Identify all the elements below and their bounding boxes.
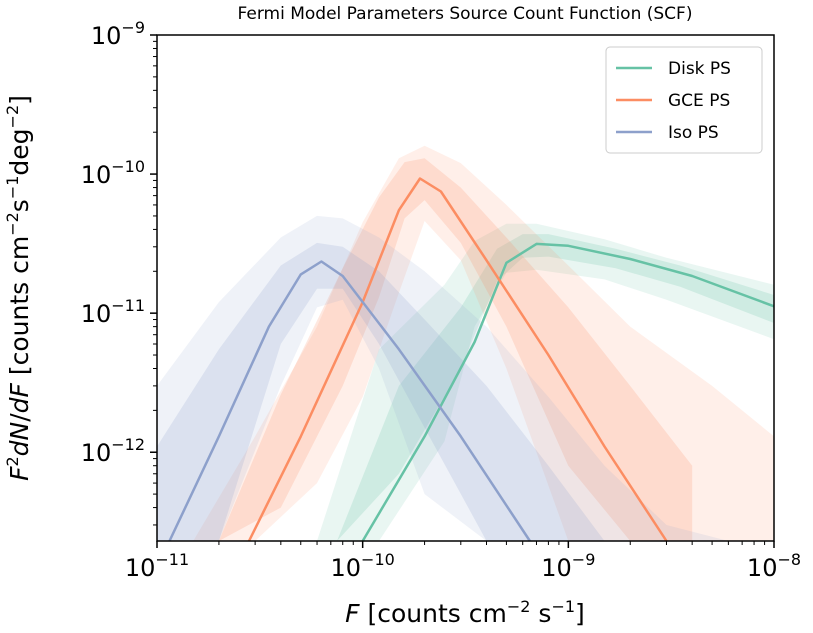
y-tick-label: 10−12 — [81, 435, 145, 467]
disk-ps-band-inner — [337, 234, 774, 541]
y-axis-label: F2dN/dF [counts cm−2s−1deg−2] — [3, 95, 34, 481]
y-axis: 10−12 10−11 10−10 10−9 — [81, 18, 157, 526]
disk-ps-legend-label: Disk PS — [668, 59, 731, 79]
gce-ps-line — [247, 177, 668, 542]
gce-ps-legend-label: GCE PS — [668, 91, 730, 111]
bands-layer — [157, 145, 774, 541]
x-tick-label: 10−11 — [125, 550, 189, 582]
plot-frame — [156, 34, 775, 542]
y-tick-label: 10−10 — [81, 157, 145, 189]
disk-ps-line — [361, 242, 775, 542]
iso-ps-band-inner — [157, 242, 605, 541]
y-tick-label: 10−11 — [81, 296, 145, 328]
iso-ps-line — [168, 260, 531, 542]
disk-ps-band-outer — [317, 223, 774, 541]
iso-ps-band-outer — [157, 215, 729, 541]
gce-ps-band-inner — [218, 158, 693, 541]
iso-ps-legend-label: Iso PS — [668, 123, 719, 143]
lines-layer — [168, 177, 775, 542]
y-tick-label: 10−9 — [91, 18, 145, 50]
x-tick-label: 10−10 — [331, 550, 395, 582]
x-tick-label: 10−9 — [541, 550, 595, 582]
chart-title: Fermi Model Parameters Source Count Func… — [238, 4, 693, 24]
legend-box — [605, 46, 763, 154]
x-axis-label: F [counts cm−2 s−1] — [345, 597, 585, 628]
x-tick-label: 10−8 — [747, 550, 801, 582]
x-axis: 10−11 10−10 10−9 10−8 — [125, 541, 801, 582]
gce-ps-band-outer — [193, 145, 774, 541]
legend: Disk PS GCE PS Iso PS — [605, 46, 763, 154]
